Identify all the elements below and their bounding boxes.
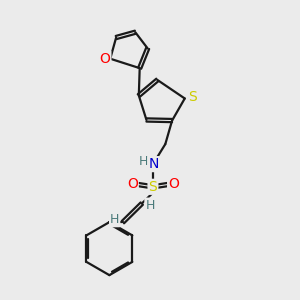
Text: S: S bbox=[148, 180, 157, 194]
Text: O: O bbox=[168, 177, 179, 191]
Text: N: N bbox=[148, 157, 159, 171]
Text: H: H bbox=[110, 213, 119, 226]
Text: H: H bbox=[145, 199, 155, 212]
Text: H: H bbox=[139, 155, 148, 168]
Text: O: O bbox=[100, 52, 110, 66]
Text: O: O bbox=[127, 177, 138, 191]
Text: S: S bbox=[188, 90, 197, 104]
